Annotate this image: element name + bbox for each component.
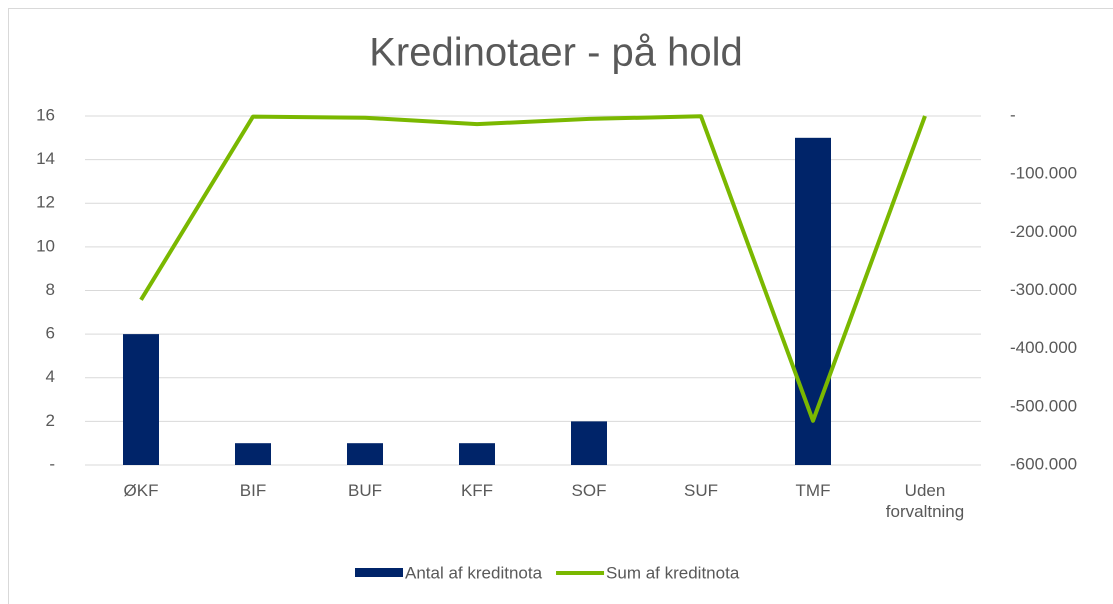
bar [235,443,271,465]
legend-label: Antal af kreditnota [405,563,543,582]
x-tick-label: SOF [571,481,607,500]
x-tick-label: Uden forvaltning [885,481,965,521]
bar [571,421,607,465]
line [139,114,927,423]
y2-tick-label: -400.000 [1010,338,1077,357]
y-tick-label: 2 [46,411,55,430]
y2-tick-label: -200.000 [1010,222,1077,241]
bar [123,334,159,465]
bar [795,137,831,465]
y-tick-label: 8 [46,280,55,299]
y-tick-label: 10 [36,236,55,255]
y-tick-label: 12 [36,193,55,212]
bar [459,443,495,465]
x-tick-label: KFF [460,481,494,500]
x-tick-label: TMF [795,481,831,500]
y-tick-label: - [49,454,55,473]
y-tick-label: 14 [36,149,55,168]
legend-swatch [355,568,403,577]
x-tick-label: BUF [348,481,382,500]
legend-label: Sum af kreditnota [606,563,740,582]
y2-tick-label: -600.000 [1010,454,1077,473]
x-tick-label: ØKF [123,481,159,500]
chart-title: Kredinotaer - på hold [369,31,743,75]
x-tick-label: BIF [239,481,267,500]
y2-tick-label: -100.000 [1010,164,1077,183]
bar [347,443,383,465]
y-tick-label: 4 [46,367,55,386]
y2-tick-label: -300.000 [1010,280,1077,299]
y2-tick-label: - [1010,105,1016,124]
chart-border [8,8,1113,604]
y-tick-label: 6 [46,324,55,343]
y2-tick-label: -500.000 [1010,396,1077,415]
y-tick-label: 16 [36,105,55,124]
x-tick-label: SUF [684,481,718,500]
